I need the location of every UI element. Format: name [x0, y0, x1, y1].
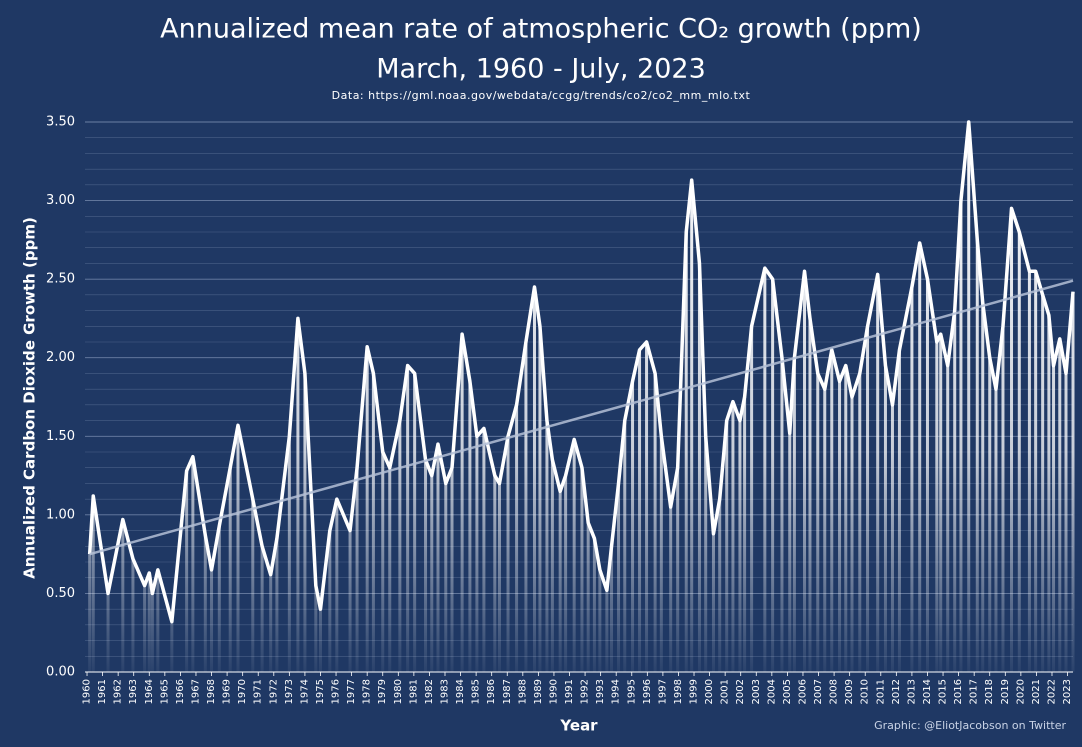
chart-title: Annualized mean rate of atmospheric CO₂ … — [160, 14, 922, 45]
y-tick-label: 1.00 — [46, 507, 75, 522]
x-tick-label: 2000 — [704, 679, 715, 704]
x-tick-label: 2018 — [984, 679, 995, 704]
x-tick-label: 1999 — [689, 679, 700, 704]
x-tick-label: 1996 — [642, 679, 653, 704]
x-tick-label: 1993 — [595, 679, 606, 704]
x-tick-label: 1978 — [362, 679, 373, 704]
x-tick-label: 1995 — [626, 679, 637, 704]
x-tick-label: 1976 — [331, 679, 342, 704]
line — [87, 120, 1075, 624]
y-tick-label: 3.50 — [46, 115, 75, 130]
trend-line — [89, 279, 1074, 556]
y-tick-label: 0.50 — [46, 586, 75, 601]
x-tick-label: 2015 — [938, 679, 949, 704]
x-tick-label: 1973 — [284, 679, 295, 704]
y-tick-label: 1.50 — [46, 429, 75, 444]
x-tick-label: 2007 — [813, 679, 824, 704]
x-tick-label: 1990 — [548, 679, 559, 704]
x-tick-label: 1980 — [393, 679, 404, 704]
x-tick-label: 1989 — [533, 679, 544, 704]
x-tick-label: 1965 — [159, 679, 170, 704]
x-tick-label: 2012 — [891, 679, 902, 704]
x-tick-label: 2022 — [1046, 679, 1057, 704]
y-tick-label: 2.50 — [46, 272, 75, 287]
x-tick-label: 2020 — [1015, 679, 1026, 704]
x-tick-label: 1986 — [486, 679, 497, 704]
x-tick-label: 2006 — [797, 679, 808, 704]
credit: Graphic: @EliotJacobson on Twitter — [874, 719, 1066, 732]
x-tick-label: 1967 — [190, 679, 201, 704]
x-tick-label: 2009 — [844, 679, 855, 704]
y-tick-label: 3.00 — [46, 193, 75, 208]
x-tick-label: 1977 — [346, 679, 357, 704]
x-tick-label: 2004 — [766, 679, 777, 704]
x-tick-label: 1983 — [439, 679, 450, 704]
x-tick-label: 2005 — [782, 679, 793, 704]
x-tick-label: 1961 — [97, 679, 108, 704]
x-tick-label: 2016 — [953, 679, 964, 704]
x-tick-label: 1974 — [299, 679, 310, 704]
x-tick-label: 1966 — [175, 679, 186, 704]
x-tick-label: 1972 — [268, 679, 279, 704]
x-tick-label: 1985 — [471, 679, 482, 704]
x-axis-label: Year — [559, 717, 598, 735]
x-tick-label: 1982 — [424, 679, 435, 704]
x-tick-label: 1981 — [408, 679, 419, 704]
y-tick-label: 0.00 — [46, 665, 75, 680]
x-tick-label: 2008 — [829, 679, 840, 704]
x-tick-label: 2013 — [906, 679, 917, 704]
x-tick-label: 1964 — [144, 679, 155, 704]
x-tick-label: 1971 — [253, 679, 264, 704]
x-tick-label: 1992 — [580, 679, 591, 704]
x-tick-label: 1975 — [315, 679, 326, 704]
x-tick-label: 1994 — [611, 679, 622, 704]
x-tick-label: 2001 — [720, 679, 731, 704]
x-tick-label: 2003 — [751, 679, 762, 704]
x-tick-label: 1997 — [657, 679, 668, 704]
x-tick-label: 2017 — [969, 679, 980, 704]
x-tick-label: 1998 — [673, 679, 684, 704]
x-tick-label: 1987 — [502, 679, 513, 704]
chart-subtitle: March, 1960 - July, 2023 — [376, 54, 706, 85]
x-tick-label: 1969 — [222, 679, 233, 704]
x-tick-label: 2021 — [1031, 679, 1042, 704]
x-tick-label: 2023 — [1062, 679, 1073, 704]
x-tick-label: 1968 — [206, 679, 217, 704]
x-tick-label: 1988 — [517, 679, 528, 704]
x-tick-label: 2011 — [875, 679, 886, 704]
source: Data: https://gml.noaa.gov/webdata/ccgg/… — [332, 89, 751, 102]
x-tick-label: 2019 — [1000, 679, 1011, 704]
y-axis-label: Annualized Cardbon Dioxide Growth (ppm) — [21, 217, 39, 579]
x-tick-label: 2002 — [735, 679, 746, 704]
x-tick-label: 1979 — [377, 679, 388, 704]
x-tick-label: 1960 — [82, 679, 93, 704]
x-tick-label: 1970 — [237, 679, 248, 704]
x-tick-label: 2010 — [860, 679, 871, 704]
x-tick-label: 2014 — [922, 679, 933, 704]
x-tick-label: 1963 — [128, 679, 139, 704]
x-tick-label: 1984 — [455, 679, 466, 704]
x-tick-label: 1962 — [113, 679, 124, 704]
x-tick-label: 1991 — [564, 679, 575, 704]
y-tick-label: 2.00 — [46, 350, 75, 365]
